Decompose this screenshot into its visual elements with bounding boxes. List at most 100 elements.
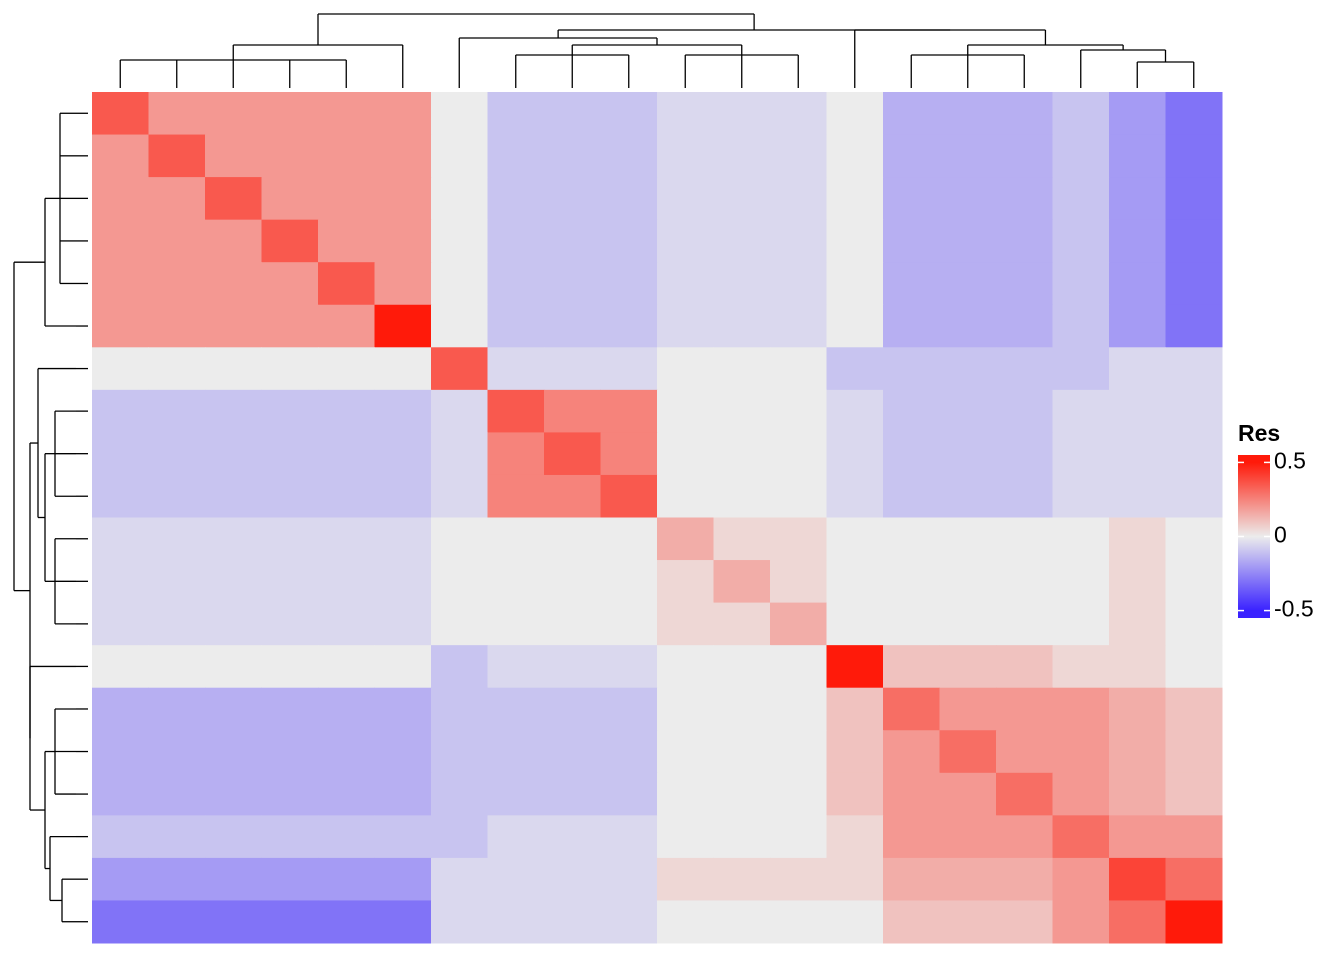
heatmap-cell bbox=[600, 219, 658, 263]
heatmap-cell bbox=[205, 304, 262, 348]
heatmap-cell bbox=[939, 730, 997, 774]
heatmap-cell bbox=[205, 815, 262, 859]
heatmap-cell bbox=[544, 687, 601, 731]
heatmap-cell bbox=[713, 177, 771, 221]
heatmap-cell bbox=[1052, 262, 1110, 306]
heatmap-cell bbox=[600, 134, 658, 178]
heatmap-cell bbox=[770, 262, 827, 306]
heatmap-cell bbox=[92, 517, 149, 561]
heatmap-cell bbox=[883, 304, 940, 348]
heatmap-cell bbox=[600, 304, 658, 348]
heatmap-cell bbox=[92, 602, 149, 646]
heatmap-cell bbox=[487, 857, 545, 901]
heatmap-cell bbox=[657, 304, 714, 348]
heatmap-cell bbox=[770, 304, 827, 348]
heatmap-cell bbox=[318, 517, 375, 561]
heatmap-cell bbox=[939, 900, 997, 944]
heatmap-cell bbox=[205, 645, 262, 689]
heatmap-cell bbox=[544, 304, 601, 348]
heatmap-cell bbox=[1165, 687, 1223, 731]
heatmap-cell bbox=[318, 432, 375, 476]
heatmap-cell bbox=[826, 772, 884, 816]
heatmap-cell bbox=[939, 517, 997, 561]
heatmap-cell bbox=[148, 815, 206, 859]
heatmap-cell bbox=[713, 389, 771, 433]
heatmap-cell bbox=[657, 772, 714, 816]
heatmap-cell bbox=[205, 602, 262, 646]
heatmap-cell bbox=[657, 262, 714, 306]
heatmap-cell bbox=[148, 602, 206, 646]
heatmap-cell bbox=[318, 772, 375, 816]
heatmap-cell bbox=[431, 687, 488, 731]
heatmap-cell bbox=[487, 389, 545, 433]
dendrograms bbox=[13, 13, 1195, 923]
heatmap-cell bbox=[205, 772, 262, 816]
heatmap-cell bbox=[1109, 517, 1166, 561]
heatmap-cell bbox=[374, 857, 432, 901]
heatmap-cell bbox=[657, 432, 714, 476]
heatmap-cell bbox=[939, 304, 997, 348]
heatmap-cell bbox=[261, 432, 319, 476]
heatmap-cell bbox=[770, 517, 827, 561]
heatmap-cell bbox=[1165, 730, 1223, 774]
heatmap-cell bbox=[996, 304, 1053, 348]
heatmap-cell bbox=[148, 900, 206, 944]
heatmap-cell bbox=[148, 687, 206, 731]
heatmap-cell bbox=[92, 347, 149, 391]
heatmap-cell bbox=[657, 389, 714, 433]
heatmap-cell bbox=[600, 900, 658, 944]
heatmap-cell bbox=[318, 262, 375, 306]
heatmap-cell bbox=[883, 900, 940, 944]
heatmap-cell bbox=[713, 517, 771, 561]
heatmap-cell bbox=[1052, 474, 1110, 518]
heatmap-cell bbox=[1109, 560, 1166, 604]
heatmap-cell bbox=[1052, 602, 1110, 646]
heatmap-cell bbox=[487, 645, 545, 689]
heatmap-cell bbox=[939, 602, 997, 646]
heatmap-cell bbox=[1165, 389, 1223, 433]
heatmap-cell bbox=[826, 602, 884, 646]
heatmap-cell bbox=[431, 772, 488, 816]
heatmap-cell bbox=[1052, 92, 1110, 136]
heatmap-cell bbox=[148, 560, 206, 604]
heatmap-cell bbox=[713, 730, 771, 774]
heatmap-cell bbox=[1052, 432, 1110, 476]
heatmap-cell bbox=[374, 474, 432, 518]
heatmap-cell bbox=[713, 92, 771, 136]
heatmap-cell bbox=[1109, 177, 1166, 221]
heatmap-cell bbox=[996, 134, 1053, 178]
heatmap-cell bbox=[713, 134, 771, 178]
heatmap-cell bbox=[318, 92, 375, 136]
heatmap-cell bbox=[826, 177, 884, 221]
heatmap-cell bbox=[318, 134, 375, 178]
heatmap-cell bbox=[431, 262, 488, 306]
heatmap-cell bbox=[487, 687, 545, 731]
heatmap-cell bbox=[657, 687, 714, 731]
heatmap-cell bbox=[1165, 517, 1223, 561]
heatmap-cell bbox=[939, 815, 997, 859]
heatmap-cell bbox=[996, 857, 1053, 901]
heatmap-cell bbox=[770, 815, 827, 859]
heatmap-cell bbox=[1165, 560, 1223, 604]
heatmap-cell bbox=[1052, 645, 1110, 689]
heatmap-cell bbox=[205, 92, 262, 136]
heatmap-cell bbox=[713, 219, 771, 263]
heatmap-cell bbox=[1052, 389, 1110, 433]
heatmap-cell bbox=[261, 645, 319, 689]
heatmap-cell bbox=[1052, 177, 1110, 221]
heatmap-cell bbox=[996, 262, 1053, 306]
heatmap-cell bbox=[713, 900, 771, 944]
heatmap-cell bbox=[92, 772, 149, 816]
heatmap-cell bbox=[92, 687, 149, 731]
heatmap-cell bbox=[487, 560, 545, 604]
heatmap-cell bbox=[826, 815, 884, 859]
heatmap-cell bbox=[92, 304, 149, 348]
heatmap-cell bbox=[1165, 815, 1223, 859]
heatmap-cell bbox=[487, 219, 545, 263]
heatmap-cell bbox=[600, 517, 658, 561]
heatmap-cell bbox=[939, 219, 997, 263]
heatmap-cell bbox=[996, 687, 1053, 731]
heatmap-cell bbox=[713, 432, 771, 476]
heatmap-cell bbox=[374, 645, 432, 689]
heatmap-cell bbox=[92, 177, 149, 221]
